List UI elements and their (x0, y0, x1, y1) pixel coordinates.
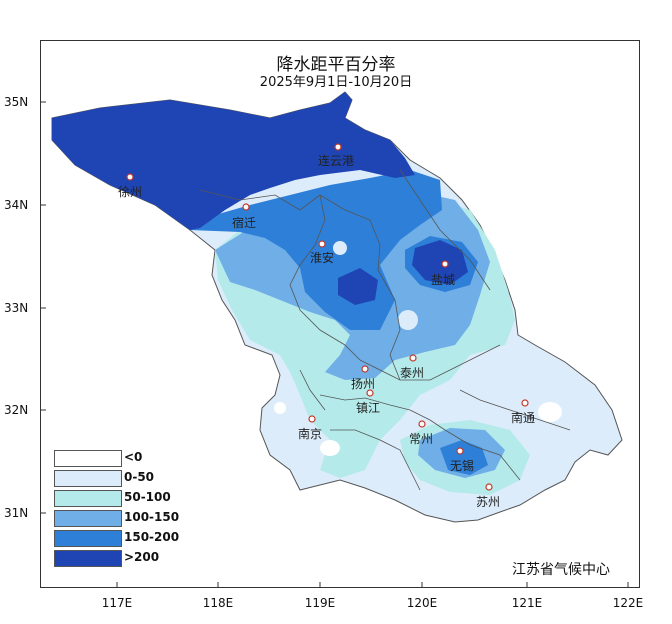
legend-label: <0 (124, 450, 143, 464)
city-marker-nanjing (308, 415, 316, 423)
legend-item: 150-200 (54, 530, 254, 547)
legend-label: 50-100 (124, 490, 171, 504)
map-title: 降水距平百分率 (276, 55, 396, 75)
legend-swatch (54, 470, 122, 487)
city-label-taizhou: 泰州 (400, 366, 425, 380)
legend-item: 0-50 (54, 470, 254, 487)
legend-item: 50-100 (54, 490, 254, 507)
city-marker-nantong (521, 399, 529, 407)
lat-tick-31: 31N (4, 506, 29, 520)
lat-tick-34: 34N (4, 198, 29, 212)
credit-text: 江苏省气候中心 (512, 562, 610, 578)
legend-label: 0-50 (124, 470, 155, 484)
city-label-suzhou: 苏州 (476, 495, 501, 509)
city-marker-yangzhou (361, 365, 369, 373)
city-label-zhenjiang: 镇江 (356, 401, 381, 415)
lon-tick-118: 118E (202, 596, 234, 610)
legend-label: 100-150 (124, 510, 180, 524)
city-label-huaian: 淮安 (310, 251, 335, 265)
lon-tick-120: 120E (406, 596, 438, 610)
lon-tick-119: 119E (304, 596, 336, 610)
city-marker-xuzhou (126, 173, 134, 181)
lat-tick-32: 32N (4, 403, 29, 417)
city-marker-zhenjiang (366, 389, 374, 397)
legend-item: <0 (54, 450, 254, 467)
lon-tick-122: 122E (612, 596, 644, 610)
legend-swatch (54, 450, 122, 467)
city-label-nanjing: 南京 (298, 427, 323, 441)
city-marker-taizhou (409, 354, 417, 362)
city-marker-changzhou (418, 420, 426, 428)
lon-tick-121: 121E (511, 596, 543, 610)
city-label-xuzhou: 徐州 (118, 185, 143, 199)
map-subtitle: 2025年9月1日-10月20日 (259, 75, 413, 90)
city-label-lianyungang: 连云港 (318, 154, 355, 168)
lon-tick-117: 117E (101, 596, 133, 610)
city-marker-huaian (318, 240, 326, 248)
legend-swatch (54, 550, 122, 567)
legend-swatch (54, 490, 122, 507)
legend-item: 100-150 (54, 510, 254, 527)
city-label-yancheng: 盐城 (431, 273, 456, 287)
legend-label: >200 (124, 550, 160, 564)
lat-tick-35: 35N (4, 95, 29, 109)
city-label-wuxi: 无锡 (450, 459, 475, 473)
city-label-changzhou: 常州 (409, 432, 434, 446)
city-marker-suqian (242, 203, 250, 211)
legend-swatch (54, 510, 122, 527)
city-marker-wuxi (456, 447, 464, 455)
city-marker-lianyungang (334, 143, 342, 151)
lat-tick-33: 33N (4, 301, 29, 315)
city-label-nantong: 南通 (511, 411, 536, 425)
legend-swatch (54, 530, 122, 547)
city-marker-yancheng (441, 260, 449, 268)
city-label-suqian: 宿迁 (232, 216, 257, 230)
legend-label: 150-200 (124, 530, 180, 544)
city-marker-suzhou (485, 483, 493, 491)
legend-item: >200 (54, 550, 254, 567)
city-label-yangzhou: 扬州 (351, 377, 376, 391)
